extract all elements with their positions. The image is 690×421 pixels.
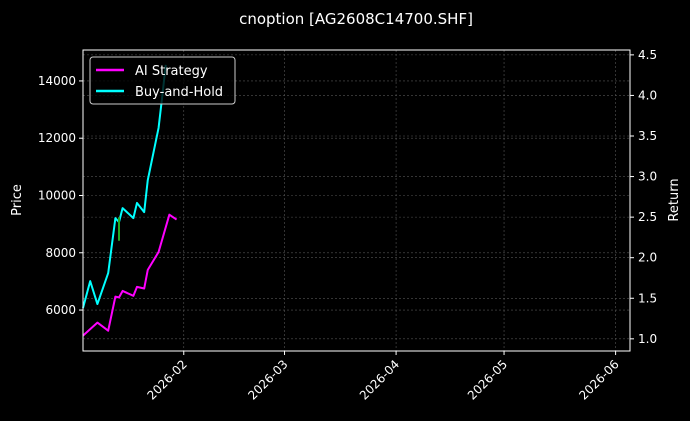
series-layer: [82, 64, 178, 337]
y2-axis-label: Return: [667, 178, 682, 221]
series-line-ai-strategy: [82, 213, 178, 337]
y2-tick-label: 1.5: [638, 291, 657, 305]
x-tick-label: 2026-06: [576, 357, 621, 402]
y-tick-label: 8000: [45, 246, 76, 260]
y2-tick-label: 3.5: [638, 129, 657, 143]
x-tick-label: 2026-02: [145, 357, 190, 402]
legend: AI Strategy Buy-and-Hold: [89, 56, 236, 105]
series-line-buy-and-hold: [82, 64, 167, 309]
x-tick-label: 2026-03: [245, 357, 290, 402]
y-axis-label: Price: [10, 184, 25, 216]
plot-frame: [82, 49, 631, 352]
x-tick-label: 2026-05: [465, 357, 510, 402]
y2-tick-label: 2.0: [638, 251, 657, 265]
legend-label-ai-strategy: AI Strategy: [135, 64, 208, 79]
y-tick-label: 10000: [38, 188, 76, 202]
y2-tick-label: 4.5: [638, 48, 657, 62]
y-tick-label: 12000: [38, 131, 76, 145]
chart-title: cnoption [AG2608C14700.SHF]: [239, 10, 473, 28]
y2-tick-label: 2.5: [638, 210, 657, 224]
legend-box: [89, 56, 236, 105]
y-axis-left: 6000 8000 10000 12000 14000: [38, 74, 83, 317]
y2-tick-label: 3.0: [638, 170, 657, 184]
y2-tick-label: 4.0: [638, 88, 657, 102]
grid: [83, 50, 630, 351]
y-axis-right: 1.0 1.5 2.0 2.5 3.0 3.5 4.0 4.5: [630, 48, 657, 346]
legend-label-buy-and-hold: Buy-and-Hold: [135, 85, 223, 100]
y2-tick-label: 1.0: [638, 332, 657, 346]
x-axis: 2026-02 2026-03 2026-04 2026-05 2026-06: [145, 351, 622, 403]
y-tick-label: 14000: [38, 74, 76, 88]
y-tick-label: 6000: [45, 303, 76, 317]
x-tick-label: 2026-04: [357, 357, 402, 402]
